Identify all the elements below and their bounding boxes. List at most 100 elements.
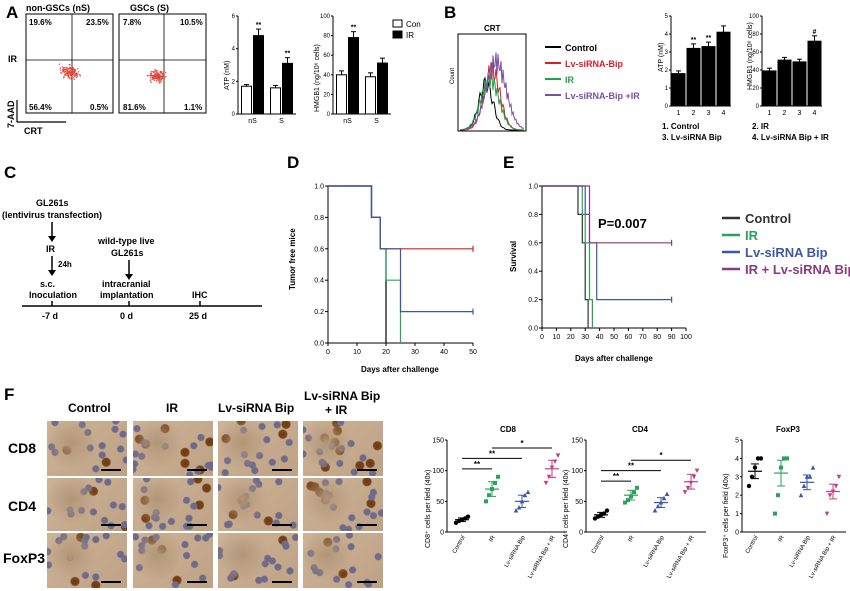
group-label: Control (745, 535, 760, 555)
x-tick-label: 30 (411, 349, 419, 356)
A-hmgb1-ylabel: HMGB1 (ng/10⁶ cells) (314, 44, 321, 112)
y-tick-label: 1 (735, 511, 739, 518)
flow-dot (155, 79, 158, 82)
E-legend-ir: IR (745, 228, 759, 243)
y-tick-label: 2 (665, 68, 669, 74)
flow-dot (165, 75, 167, 78)
x-tick-label: 80 (653, 334, 661, 341)
C-t3: 25 d (189, 311, 207, 321)
data-point (652, 508, 658, 513)
scale-bar (357, 524, 377, 526)
y-tick-label: 20 (752, 86, 759, 92)
y-tick-label: 100 (320, 14, 331, 20)
flow-ul-S: 7.8% (123, 18, 141, 27)
C-step4: s.c. (40, 279, 55, 289)
A-atp-ylabel: ATP (nM) (224, 61, 231, 90)
y-tick-label: 2 (232, 79, 236, 85)
data-point (685, 485, 691, 491)
bar (792, 61, 807, 107)
flow-dot (63, 71, 66, 74)
flow-dot (61, 66, 64, 68)
chart-B-hmgb1: 0 20 40 60 80 100 1 2 3 4 # (749, 14, 822, 117)
significance-mark: * (520, 439, 524, 448)
y-tick-label: 0 (756, 104, 760, 110)
flow-dot (62, 70, 64, 73)
flow-dot (65, 67, 68, 69)
x-tick-label: S (374, 118, 379, 125)
y-tick-label: 0.8 (528, 212, 538, 219)
bar (253, 35, 264, 115)
x-tick-label: 10 (553, 334, 561, 341)
flow-dot (74, 73, 77, 76)
x-tick-label: 90 (668, 334, 676, 341)
flow-dot (76, 73, 79, 76)
chart-B-atp: 0 1 2 3 4 5 1 2 ** 3 ** 4 (665, 14, 731, 117)
flow-dot (157, 78, 160, 80)
flow-dot (69, 70, 71, 73)
flow-dot (65, 72, 68, 74)
scale-bar (272, 469, 292, 471)
flow-dot (64, 67, 66, 69)
y-tick-label: 4 (665, 32, 669, 38)
data-point (782, 456, 786, 461)
data-point (827, 493, 833, 498)
scale-bar (272, 581, 292, 583)
survival-curve (542, 185, 672, 244)
flow-dot (156, 69, 159, 72)
bar (777, 59, 792, 107)
x-tick-label: 30 (581, 334, 589, 341)
ihc-micrograph (47, 478, 127, 531)
flow-dot (162, 75, 165, 78)
y-tick-label: 0.2 (528, 297, 538, 304)
flow-dot (155, 69, 158, 72)
y-tick-label: 50 (575, 499, 583, 506)
E-legend-lv: Lv-siRNA Bip (745, 245, 828, 260)
flow-dot (69, 71, 71, 74)
E-legend-irlv: IR + Lv-siRNA Bip (745, 262, 850, 277)
y-tick-label: 40 (323, 73, 330, 79)
E-xlabel: Days after challenge (575, 354, 653, 363)
y-tick-label: 100 (571, 468, 583, 475)
flow-dot (150, 81, 153, 84)
flow-dot (161, 76, 164, 79)
C-step4b: Inoculation (29, 290, 77, 300)
C-wt1: wild-type live (97, 236, 155, 246)
flow-dot (149, 76, 152, 79)
B-legend-ir: IR (565, 75, 575, 85)
data-point (785, 456, 789, 461)
histogram-curve (460, 76, 524, 131)
flow-dot (154, 73, 157, 76)
data-point (484, 499, 488, 504)
survival-curve (328, 185, 473, 250)
x-tick-label: 3 (707, 110, 711, 117)
y-tick-label: 1.0 (528, 184, 538, 191)
F-row-cd8: CD8 (8, 440, 36, 456)
y-tick-label: 0.6 (314, 246, 324, 253)
flow-dot (72, 77, 75, 79)
flow-ur-nS: 23.5% (86, 18, 109, 27)
x-tick-label: 70 (639, 334, 647, 341)
ihc-micrograph (218, 421, 298, 476)
y-tick-label: 0.0 (314, 341, 324, 348)
y-tick-label: 20 (323, 92, 330, 98)
ihc-micrograph (133, 478, 213, 531)
x-tick-label: 2 (783, 110, 787, 117)
bar (282, 62, 293, 115)
bar (701, 46, 716, 107)
y-tick-label: 4 (735, 456, 739, 463)
data-point (623, 500, 627, 505)
B-hist-title: CRT (484, 24, 501, 33)
data-point (682, 490, 688, 495)
D-xlabel: Days after challenge (361, 365, 439, 374)
significance-mark: ** (628, 462, 635, 471)
flow-dot (152, 71, 155, 73)
A-legend: Con IR (392, 19, 421, 40)
scale-bar (357, 581, 377, 583)
F-column-labels: Control IR Lv-siRNA Bip Lv-siRNA Bip + I… (68, 389, 380, 417)
flow-dot (76, 68, 79, 70)
data-point (496, 474, 500, 479)
flow-dot (68, 77, 70, 79)
flow-dot (156, 71, 158, 74)
